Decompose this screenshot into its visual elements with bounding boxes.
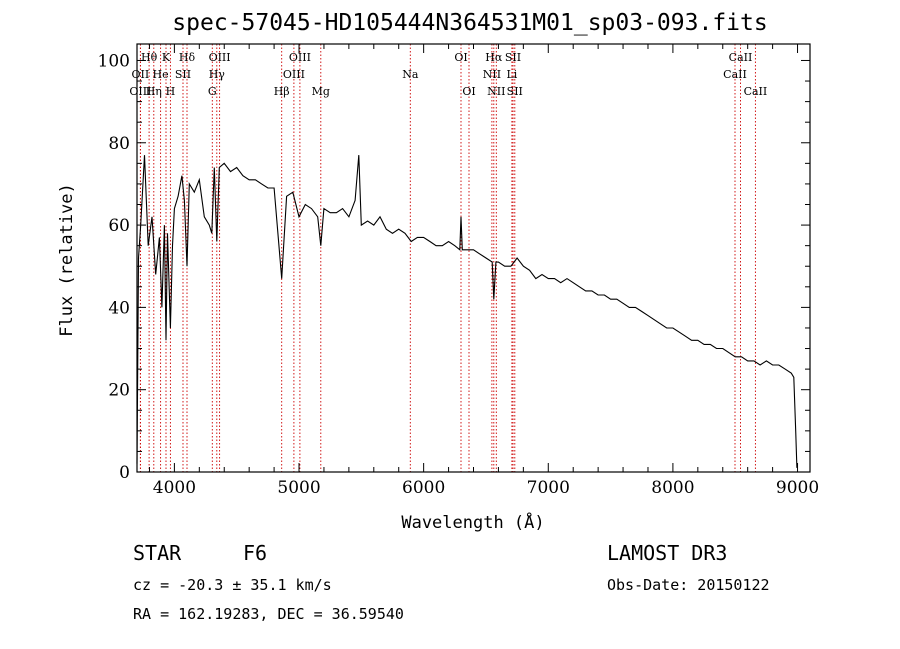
line-label: OI (454, 51, 467, 64)
line-label: He (153, 68, 169, 81)
line-label: H (166, 85, 176, 98)
y-tick-label: 20 (108, 381, 130, 401)
x-tick-label: 4000 (153, 478, 196, 498)
x-tick-label: 6000 (402, 478, 445, 498)
observation-date: Obs-Date: 20150122 (607, 576, 770, 594)
spectral-line-labels: Hθ OII OIII K He Hη SII H Hδ OIII Hγ G OIII OIII Hβ Mg N… (129, 51, 767, 98)
y-tick-label: 60 (108, 216, 130, 236)
line-label: SII (505, 51, 521, 64)
line-label: Na (402, 68, 419, 81)
y-tick-labels: 0 20 40 60 80 100 (98, 51, 130, 483)
line-label: OIII (283, 68, 305, 81)
line-label: CaII (729, 51, 753, 64)
coordinates-text: RA = 162.19283, DEC = 36.59540 (133, 605, 404, 623)
line-label: OII (132, 68, 150, 81)
y-axis-label: Flux (relative) (57, 183, 77, 337)
x-axis-label: Wavelength (Å) (401, 511, 544, 533)
line-label: SII (175, 68, 191, 81)
line-label: Hθ (141, 51, 158, 64)
axis-ticks (137, 44, 810, 473)
line-label: Hα (485, 51, 503, 64)
y-tick-label: 100 (98, 51, 130, 71)
line-label: G (208, 85, 217, 98)
object-class: STAR (133, 541, 182, 565)
line-label: OIII (129, 85, 151, 98)
line-label: K (162, 51, 171, 64)
line-label: OI (462, 85, 475, 98)
object-subclass: F6 (243, 541, 267, 565)
x-tick-label: 8000 (651, 478, 694, 498)
redshift-text: cz = -20.3 ± 35.1 km/s (133, 576, 332, 594)
y-tick-label: 40 (108, 298, 130, 318)
line-label: CaII (744, 85, 768, 98)
x-tick-label: 9000 (776, 478, 819, 498)
x-tick-label: 5000 (277, 478, 320, 498)
chart-title: spec-57045-HD105444N364531M01_sp03-093.f… (172, 10, 767, 36)
spectral-line-markers (139, 44, 756, 472)
line-label: Hδ (179, 51, 196, 64)
spectrum-line (136, 155, 798, 468)
x-tick-label: 7000 (527, 478, 570, 498)
line-label: NII (483, 68, 501, 81)
line-label: Hη (146, 85, 162, 98)
line-label: OIII (289, 51, 311, 64)
line-label: OIII (209, 51, 231, 64)
line-label: Hγ (209, 68, 226, 81)
line-label: CaII (723, 68, 747, 81)
y-tick-label: 0 (119, 463, 130, 483)
line-label: SII (507, 85, 523, 98)
plot-frame (136, 43, 811, 473)
line-label: NII (487, 85, 505, 98)
y-tick-label: 80 (108, 134, 130, 154)
line-label: Li (506, 68, 517, 81)
line-label: Hβ (274, 85, 290, 98)
x-tick-labels: 4000 5000 6000 7000 8000 9000 (153, 478, 819, 498)
survey-name: LAMOST DR3 (607, 541, 727, 565)
line-label: Mg (312, 85, 330, 98)
